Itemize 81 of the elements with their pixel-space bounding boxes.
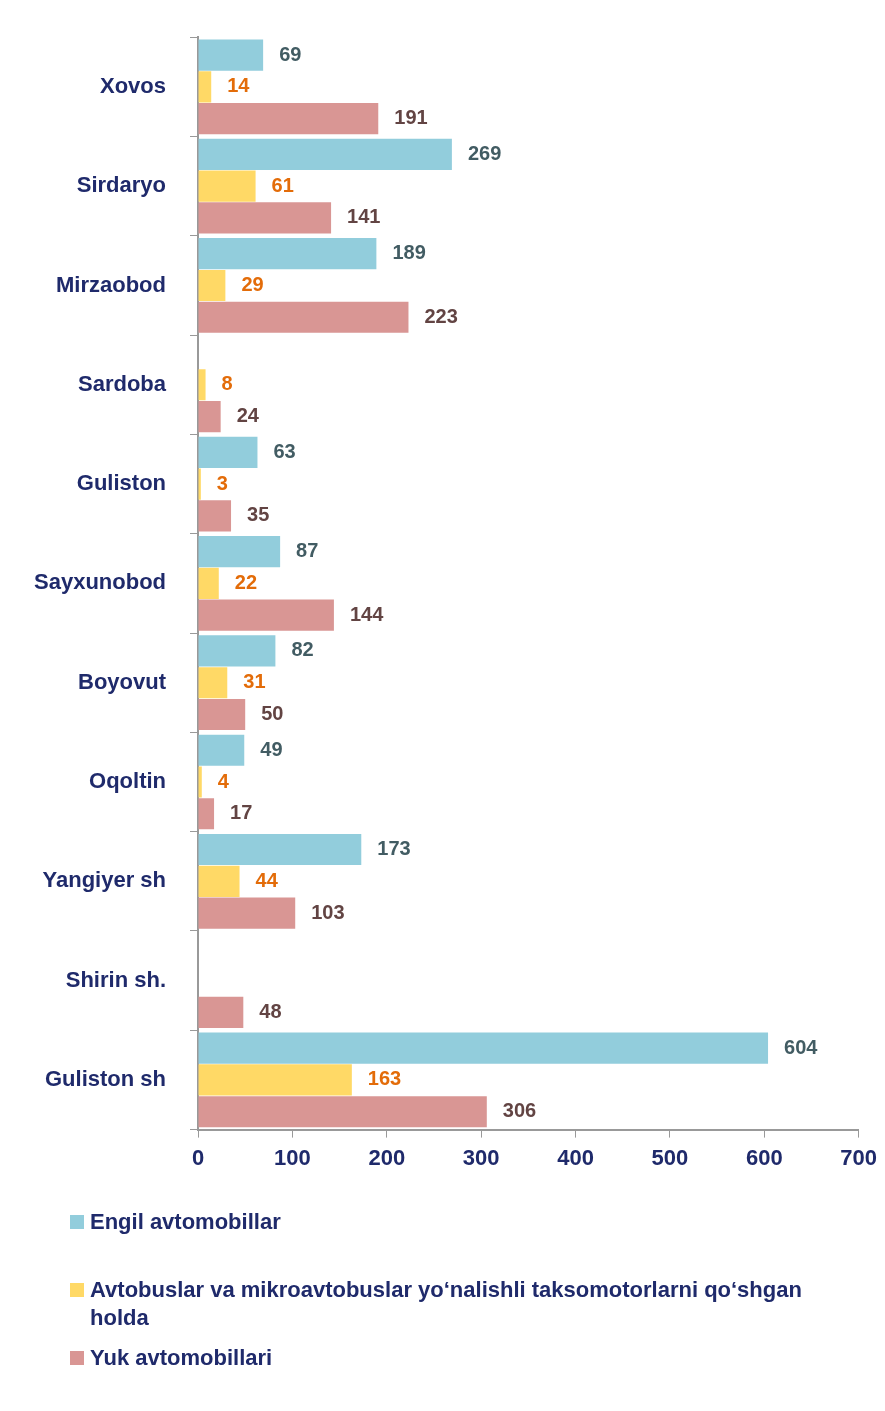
data-label: 87 <box>296 539 319 562</box>
data-label: 24 <box>236 404 260 427</box>
bar <box>198 536 281 568</box>
data-label: 103 <box>311 900 345 923</box>
y-tick-label: Boyovut <box>78 668 167 694</box>
data-label: 14 <box>227 74 251 97</box>
data-label: 82 <box>291 638 314 661</box>
bar <box>198 1064 352 1096</box>
x-tick-label: 700 <box>840 1144 878 1170</box>
data-label: 31 <box>243 670 266 693</box>
bar <box>198 103 379 135</box>
legend-label: Engil avtomobillar <box>90 1208 281 1236</box>
data-label: 48 <box>259 999 282 1022</box>
bar <box>198 138 452 170</box>
bar <box>198 301 409 333</box>
y-tick-label: Oqoltin <box>89 768 167 794</box>
bar <box>198 865 240 897</box>
x-tick-label: 400 <box>557 1144 594 1170</box>
data-label: 49 <box>260 737 283 760</box>
y-tick-label: Guliston <box>76 470 167 496</box>
bar <box>198 1096 487 1128</box>
data-label: 141 <box>347 205 381 228</box>
y-tick-label: Sardoba <box>77 370 167 396</box>
data-label: 191 <box>394 106 428 129</box>
data-label: 269 <box>467 141 502 164</box>
data-label: 4 <box>217 769 230 792</box>
data-label: 163 <box>367 1067 402 1090</box>
bar <box>198 238 377 270</box>
y-tick-label: Guliston sh <box>45 1066 167 1092</box>
data-label: 35 <box>247 503 270 526</box>
bar <box>198 667 228 699</box>
bar <box>198 698 246 731</box>
bar <box>198 1032 769 1064</box>
legend-label: Yuk avtomobillari <box>90 1344 273 1372</box>
x-tick-label: 500 <box>651 1144 689 1170</box>
bar <box>198 71 212 103</box>
data-label: 189 <box>392 241 426 264</box>
bar <box>198 269 226 302</box>
bar <box>198 436 258 468</box>
data-label: 29 <box>241 272 264 295</box>
data-label: 63 <box>273 439 296 462</box>
bar <box>198 567 219 599</box>
x-tick-label: 600 <box>745 1144 783 1170</box>
bar <box>198 996 244 1028</box>
data-label: 22 <box>234 570 258 593</box>
bar <box>198 635 276 667</box>
x-tick-label: 0 <box>191 1144 205 1170</box>
bar <box>198 833 362 866</box>
bar <box>198 599 334 631</box>
bar <box>198 798 215 830</box>
data-label: 17 <box>230 801 253 824</box>
data-label: 61 <box>271 173 294 196</box>
data-label: 50 <box>261 702 284 724</box>
y-tick-label: Yangiyer sh <box>42 867 167 893</box>
x-tick-label: 200 <box>368 1144 406 1170</box>
bar <box>198 766 202 798</box>
data-label: 144 <box>349 602 385 625</box>
x-tick-label: 100 <box>274 1144 311 1170</box>
bar <box>198 734 245 766</box>
bar <box>198 500 232 532</box>
data-label: 3 <box>216 471 228 494</box>
y-tick-label: Shirin sh. <box>65 966 167 992</box>
bar <box>198 400 221 433</box>
y-tick-label: Sayxunobod <box>34 569 167 595</box>
bar <box>198 202 332 234</box>
data-label: 69 <box>279 42 302 65</box>
data-label: 173 <box>377 837 411 860</box>
y-tick-label: Mirzaobod <box>56 271 167 297</box>
data-label: 44 <box>255 868 279 891</box>
data-label: 8 <box>221 372 233 395</box>
data-label: 604 <box>784 1035 819 1058</box>
bar <box>198 897 296 929</box>
y-tick-label: Sirdaryo <box>76 172 167 198</box>
data-label: 306 <box>502 1099 537 1122</box>
bar <box>198 39 264 71</box>
legend-label: Avtobuslar va mikroavtobuslar yo‘nalishli taksomotorlarni qo‘shgan holda <box>90 1276 803 1332</box>
data-label: 223 <box>424 304 458 327</box>
x-tick-label: 300 <box>462 1144 500 1170</box>
bar <box>198 170 256 202</box>
y-tick-label: Xovos <box>99 72 167 98</box>
bar <box>198 369 206 401</box>
